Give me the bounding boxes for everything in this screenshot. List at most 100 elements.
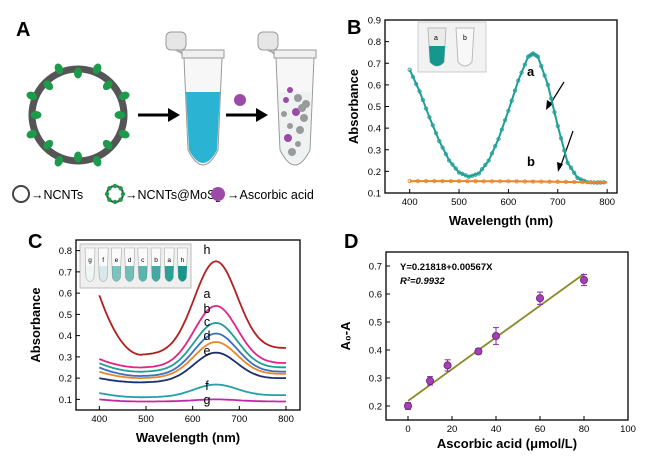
x-tick-label: 500	[451, 197, 467, 208]
x-tick-label: 400	[402, 197, 418, 208]
series-label-e: e	[204, 344, 211, 358]
data-point	[580, 275, 589, 284]
data-point	[549, 96, 554, 101]
inset-tube-label: f	[102, 257, 104, 264]
series-label-a: a	[527, 64, 535, 79]
data-point	[536, 294, 545, 303]
data-point	[450, 162, 455, 167]
data-point	[489, 179, 495, 184]
series-line-b	[409, 180, 608, 184]
data-point	[547, 179, 552, 184]
data-point	[474, 347, 483, 356]
data-point	[545, 82, 550, 87]
regression-equation: Y=0.21818+0.00567X	[400, 262, 493, 273]
arrow-1-icon	[138, 108, 180, 122]
data-point	[522, 62, 527, 67]
mos2-particle	[26, 91, 38, 101]
data-point	[460, 171, 465, 176]
data-point	[424, 179, 429, 184]
series-line-b	[98, 321, 286, 373]
inset-tube-liquid	[85, 266, 95, 282]
series-label-b: b	[527, 154, 535, 169]
data-point	[530, 179, 536, 184]
mos2-particle	[54, 155, 64, 167]
x-tick-label: 80	[579, 424, 590, 435]
y-tick-label: 0.2	[368, 167, 381, 178]
y-tick-label: 0.2	[59, 374, 72, 385]
data-point	[448, 179, 453, 184]
inset-tube-liquid	[151, 266, 161, 282]
data-point	[580, 180, 585, 185]
y-tick-label: 0.3	[59, 352, 72, 363]
panel-a: A	[12, 19, 317, 205]
y-tick-label: 0.4	[368, 124, 381, 135]
y-tick-label: 0.1	[368, 189, 381, 200]
x-tick-label: 700	[231, 414, 247, 425]
particle	[298, 104, 306, 112]
series-line-d	[99, 341, 287, 379]
mos2-particle	[54, 63, 64, 75]
data-point	[572, 179, 577, 185]
x-axis-label: Wavelength (nm)	[136, 430, 240, 445]
y-tick-label: 0.9	[368, 16, 381, 27]
data-point	[522, 179, 527, 184]
data-point	[555, 123, 560, 129]
inset-tube	[84, 247, 96, 282]
y-axis-label: Absorbance	[346, 69, 361, 144]
y-axis-label: A₀-A	[338, 321, 353, 351]
particle	[288, 148, 296, 156]
series-line-a	[408, 52, 608, 184]
x-tick-label: 100	[620, 424, 636, 435]
mos2-particle	[74, 151, 82, 163]
inset-tube-label: d	[128, 257, 132, 264]
data-point	[491, 331, 500, 340]
y-tick-label: 0.3	[369, 374, 382, 385]
plot-frame	[385, 251, 629, 421]
y-axis-label: Absorbance	[28, 287, 43, 362]
data-point	[414, 82, 419, 87]
data-point	[415, 179, 421, 184]
data-point	[433, 131, 439, 136]
data-point	[568, 165, 574, 170]
data-point	[506, 179, 511, 184]
y-tick-label: 0.6	[369, 290, 382, 301]
particle	[287, 87, 293, 93]
x-tick-label: 0	[405, 424, 410, 435]
data-point	[440, 179, 445, 184]
inset-tube-label: g	[88, 257, 92, 264]
data-point	[552, 110, 557, 115]
data-point	[596, 180, 602, 185]
particle	[283, 97, 289, 103]
mos2-particle	[43, 80, 54, 91]
ncnt-mos2-legend-icon	[104, 183, 126, 205]
mos2-particle	[114, 111, 126, 119]
data-point	[407, 179, 412, 184]
data-point	[535, 54, 541, 59]
data-point	[572, 170, 577, 175]
data-point	[539, 64, 544, 69]
ascorbic-legend-icon	[211, 187, 225, 201]
data-point	[498, 179, 503, 184]
y-tick-label: 0.8	[368, 37, 381, 48]
data-point	[453, 166, 458, 171]
mos2-particle	[102, 80, 113, 91]
data-point	[473, 179, 478, 184]
data-point	[403, 401, 412, 410]
mos2-particle	[112, 199, 118, 205]
data-point	[456, 179, 462, 184]
data-point	[588, 180, 593, 185]
x-tick-label: 800	[278, 414, 294, 425]
particle	[281, 111, 287, 117]
data-point	[420, 97, 425, 103]
data-point	[558, 136, 564, 141]
plot-frame	[75, 239, 301, 411]
x-tick-label: 700	[550, 197, 566, 208]
y-tick-label: 0.6	[59, 289, 72, 300]
series-label-c: c	[204, 315, 210, 329]
mos2-particle	[43, 139, 54, 150]
data-point	[443, 361, 452, 370]
y-tick-label: 0.7	[59, 267, 72, 278]
